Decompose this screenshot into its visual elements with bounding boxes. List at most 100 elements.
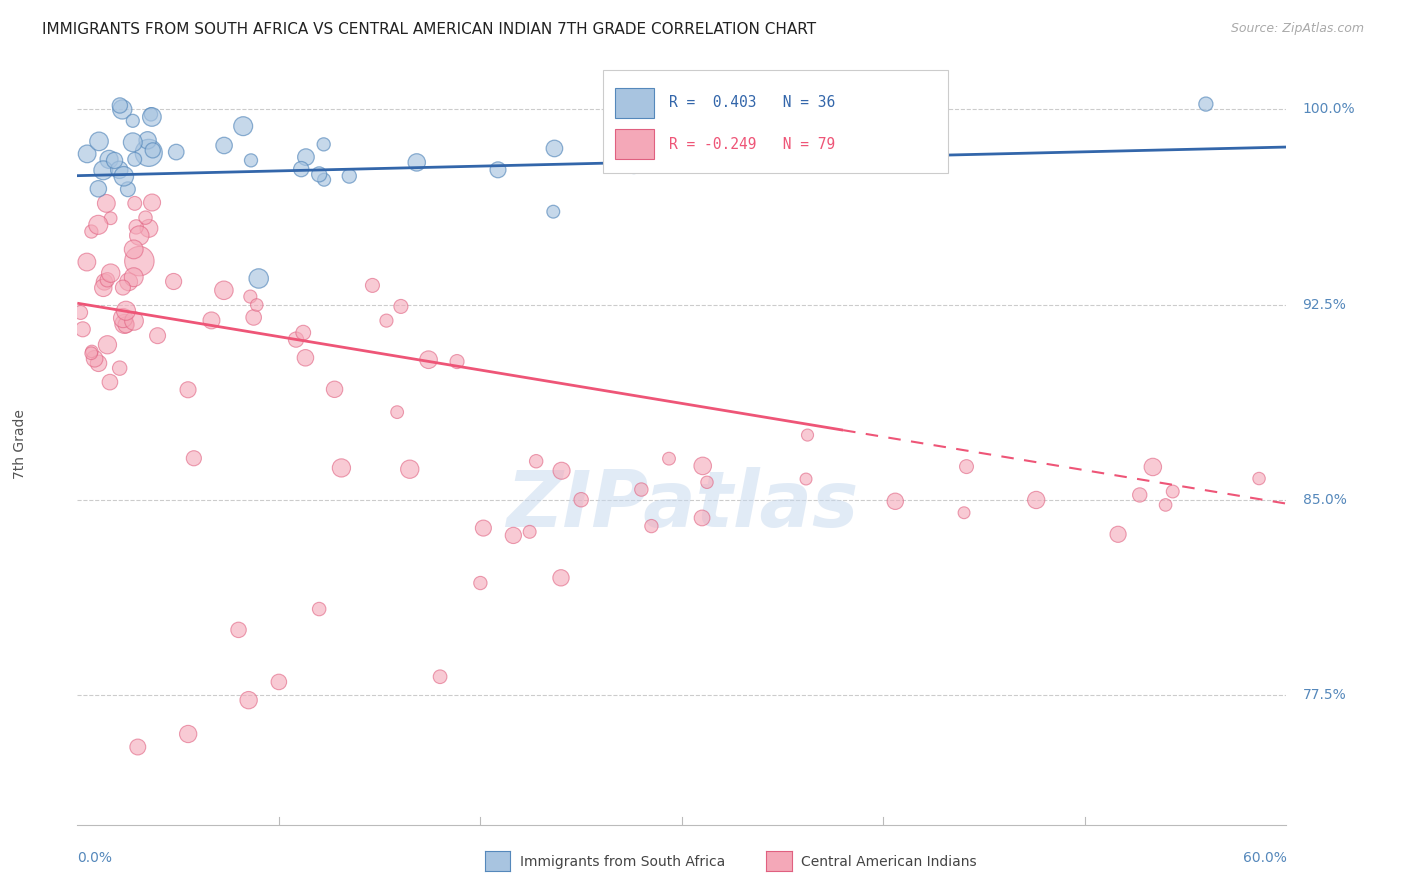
Point <box>76 255 98 269</box>
Point <box>1142 460 1164 475</box>
Point <box>212 138 235 153</box>
Point <box>91 281 114 295</box>
Text: Source: ZipAtlas.com: Source: ZipAtlas.com <box>1230 22 1364 36</box>
Point <box>884 494 907 508</box>
Point <box>146 328 169 343</box>
Point <box>796 428 818 442</box>
Point <box>285 333 308 347</box>
Text: Central American Indians: Central American Indians <box>801 855 977 869</box>
Bar <box>616 87 654 118</box>
Point <box>91 163 114 178</box>
Point <box>100 211 122 226</box>
Point <box>100 266 122 280</box>
Point <box>124 196 146 211</box>
Point <box>240 153 263 168</box>
Point <box>87 134 110 148</box>
Point <box>953 506 976 520</box>
Point <box>630 483 652 497</box>
Point <box>96 338 118 352</box>
Point <box>212 283 235 297</box>
Point <box>239 289 262 303</box>
Point <box>122 270 145 285</box>
Point <box>292 326 315 340</box>
Point <box>405 155 427 169</box>
Point <box>1107 527 1129 541</box>
Point <box>550 464 572 478</box>
Point <box>134 211 156 225</box>
Text: Immigrants from South Africa: Immigrants from South Africa <box>520 855 725 869</box>
Point <box>72 322 94 336</box>
Point <box>103 153 125 168</box>
Point <box>519 524 541 539</box>
Point <box>96 196 118 211</box>
Text: 100.0%: 100.0% <box>1302 103 1355 116</box>
Point <box>127 739 149 754</box>
Point <box>165 145 187 159</box>
Point <box>87 356 110 370</box>
Point <box>112 169 135 184</box>
Point <box>111 280 134 294</box>
Point <box>658 451 681 466</box>
Point <box>125 219 148 234</box>
Point <box>446 354 468 368</box>
Point <box>1247 471 1270 485</box>
Point <box>111 103 134 117</box>
Point <box>312 137 335 152</box>
Point <box>238 693 260 707</box>
Point <box>122 243 145 257</box>
Point <box>128 254 150 268</box>
Point <box>142 144 165 158</box>
Point <box>486 162 509 177</box>
Text: 0.0%: 0.0% <box>77 851 112 865</box>
Point <box>690 511 713 525</box>
Point <box>308 602 330 616</box>
Bar <box>616 128 654 160</box>
Point <box>543 141 565 155</box>
Point <box>83 351 105 366</box>
Point <box>267 675 290 690</box>
Point <box>128 228 150 243</box>
Point <box>87 218 110 232</box>
Point <box>76 147 98 161</box>
Text: 77.5%: 77.5% <box>1302 688 1347 702</box>
Point <box>108 361 131 376</box>
Text: IMMIGRANTS FROM SOUTH AFRICA VS CENTRAL AMERICAN INDIAN 7TH GRADE CORRELATION CH: IMMIGRANTS FROM SOUTH AFRICA VS CENTRAL … <box>42 22 817 37</box>
Point <box>117 182 139 196</box>
Point <box>955 459 977 474</box>
Point <box>138 221 160 235</box>
Point <box>470 576 492 591</box>
Point <box>1129 488 1152 502</box>
Text: 7th Grade: 7th Grade <box>13 409 27 479</box>
Point <box>502 528 524 542</box>
Text: 92.5%: 92.5% <box>1302 298 1347 311</box>
Point <box>323 382 346 396</box>
Point <box>375 313 398 327</box>
Point <box>138 145 160 160</box>
Point <box>80 346 103 360</box>
Point <box>141 195 163 210</box>
Point <box>136 133 159 147</box>
Point <box>472 521 495 535</box>
Point <box>112 311 135 326</box>
Point <box>87 182 110 196</box>
Point <box>115 303 138 318</box>
Point <box>200 313 222 327</box>
Point <box>108 98 131 112</box>
Text: 85.0%: 85.0% <box>1302 492 1347 507</box>
Point <box>108 162 131 177</box>
Point <box>696 475 718 490</box>
Point <box>1161 484 1184 499</box>
Point <box>124 153 146 167</box>
Point <box>1154 498 1177 512</box>
Point <box>623 160 645 174</box>
Point <box>115 318 138 332</box>
Point <box>569 492 592 507</box>
Point <box>98 153 121 167</box>
Point <box>177 383 200 397</box>
Point <box>692 458 714 473</box>
Point <box>80 225 103 239</box>
Point <box>1025 493 1047 508</box>
Point <box>295 150 318 164</box>
Point <box>1195 97 1218 112</box>
Point <box>330 461 353 475</box>
